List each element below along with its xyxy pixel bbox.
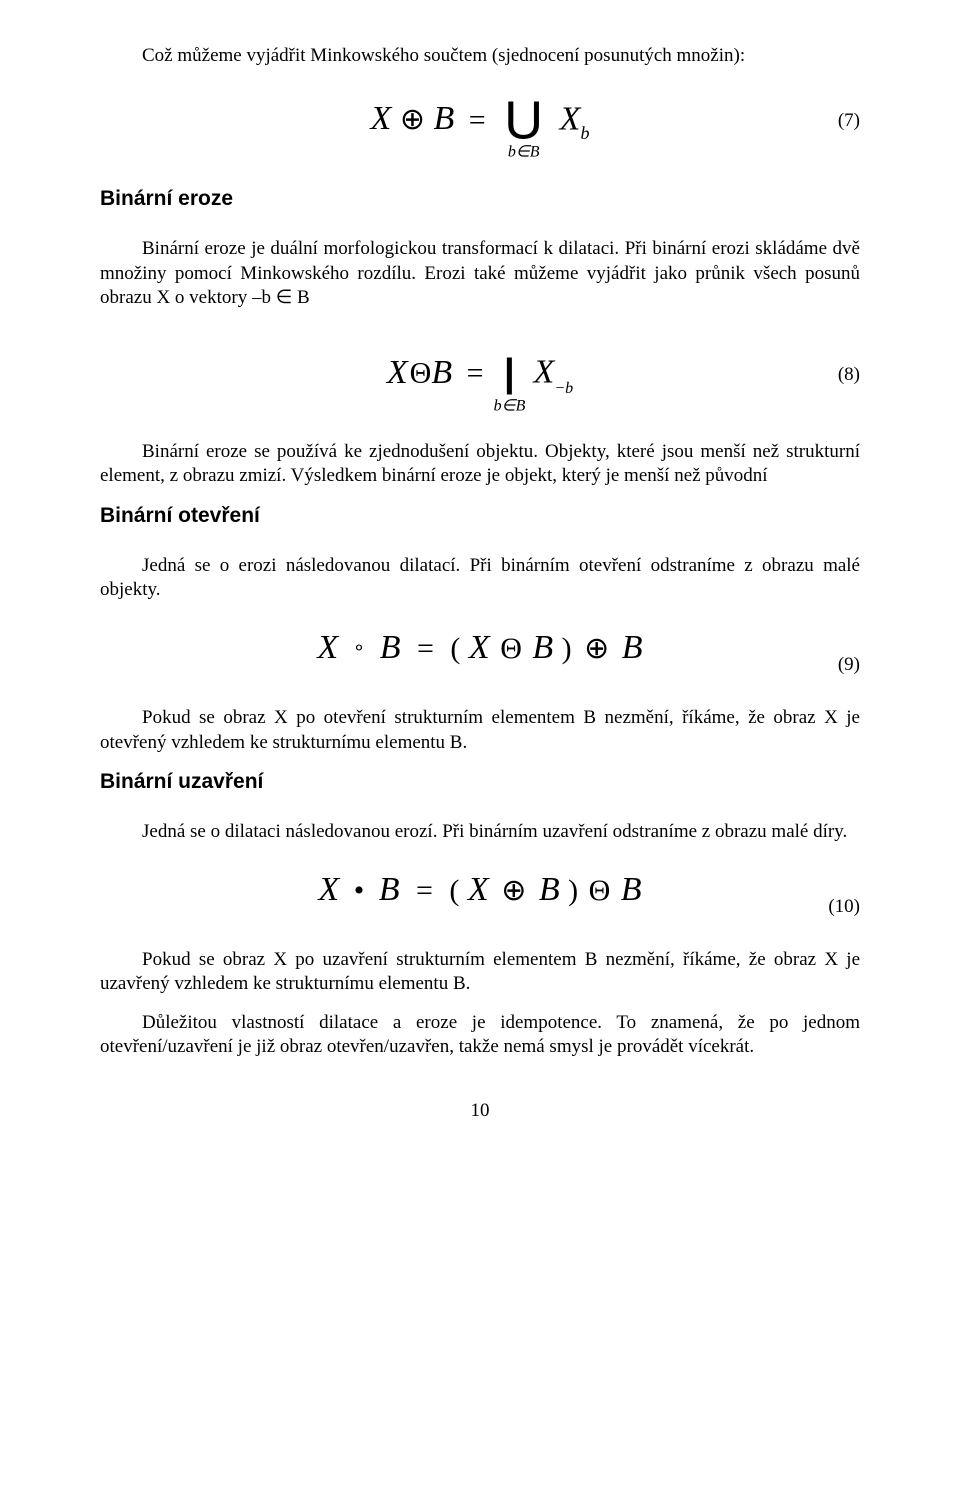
eq10-lp: ( bbox=[449, 874, 459, 907]
eq8-eq: = bbox=[467, 357, 484, 390]
equation-9-math: X ∘ B = ( X Θ B ) ⊕ B bbox=[317, 626, 642, 670]
equation-8: XΘB = I b∈B X−b (8) bbox=[100, 340, 860, 410]
paragraph-opening-2: Pokud se obraz X po otevření strukturním… bbox=[100, 706, 860, 755]
heading-opening: Binární otevření bbox=[100, 503, 860, 530]
eq9-X1: X bbox=[317, 629, 338, 666]
eq9-theta: Θ bbox=[500, 632, 522, 665]
eq8-Xr: X bbox=[534, 354, 555, 391]
eq7-bigop-sub: b∈B bbox=[508, 143, 540, 163]
eq9-B3: B bbox=[622, 629, 643, 666]
equation-9: X ∘ B = ( X Θ B ) ⊕ B (9) bbox=[100, 620, 860, 676]
paragraph-closing-2: Pokud se obraz X po uzavření strukturním… bbox=[100, 948, 860, 997]
paragraph-intro: Což můžeme vyjádřit Minkowského součtem … bbox=[100, 44, 860, 68]
eq9-rp: ) bbox=[562, 632, 572, 665]
eq9-eq: = bbox=[417, 632, 434, 665]
eq8-B: B bbox=[431, 354, 452, 391]
eq10-oplus: ⊕ bbox=[501, 874, 526, 907]
eq7-X: X bbox=[371, 100, 392, 137]
eq10-B3: B bbox=[621, 871, 642, 908]
ring-icon: ∘ bbox=[353, 637, 366, 659]
eq7-bigop-wrap: U b∈B bbox=[504, 87, 543, 156]
equation-number-7: (7) bbox=[838, 109, 860, 133]
eq7-B: B bbox=[433, 100, 454, 137]
eq9-oplus: ⊕ bbox=[584, 632, 609, 665]
eq9-lp: ( bbox=[450, 632, 460, 665]
paragraph-erosion: Binární eroze je duální morfologickou tr… bbox=[100, 237, 860, 310]
equation-number-10: (10) bbox=[828, 895, 860, 919]
eq8-theta: Θ bbox=[410, 357, 432, 390]
equation-10: X • B = ( X ⊕ B ) Θ B (10) bbox=[100, 862, 860, 918]
equation-number-9: (9) bbox=[838, 653, 860, 677]
equation-7: X ⊕ B = U b∈B Xb (7) bbox=[100, 86, 860, 156]
eq10-X1: X bbox=[318, 871, 339, 908]
eq9-B2: B bbox=[532, 629, 553, 666]
bullet-icon: • bbox=[354, 874, 365, 907]
eq10-X2: X bbox=[468, 871, 489, 908]
eq10-B1: B bbox=[379, 871, 400, 908]
paragraph-idempotence: Důležitou vlastností dilatace a eroze je… bbox=[100, 1011, 860, 1060]
eq8-sub: −b bbox=[554, 380, 573, 397]
eq10-rp: ) bbox=[568, 874, 578, 907]
eq9-X2: X bbox=[469, 629, 490, 666]
page-number: 10 bbox=[100, 1099, 860, 1123]
paragraph-opening: Jedná se o erozi následovanou dilatací. … bbox=[100, 554, 860, 603]
paragraph-erosion-2: Binární eroze se používá ke zjednodušení… bbox=[100, 440, 860, 489]
eq10-B2: B bbox=[539, 871, 560, 908]
page: Což můžeme vyjádřit Minkowského součtem … bbox=[0, 0, 960, 1509]
eq7-sub: b bbox=[580, 123, 589, 143]
equation-10-math: X • B = ( X ⊕ B ) Θ B bbox=[318, 868, 641, 912]
eq10-eq: = bbox=[416, 874, 433, 907]
union-icon: U bbox=[504, 91, 543, 151]
eq10-theta: Θ bbox=[589, 874, 611, 907]
eq7-oplus: ⊕ bbox=[400, 103, 425, 136]
paragraph-closing: Jedná se o dilataci následovanou erozí. … bbox=[100, 820, 860, 844]
eq7-Xr: X bbox=[560, 100, 581, 137]
equation-number-8: (8) bbox=[838, 363, 860, 387]
eq7-eq: = bbox=[469, 103, 486, 136]
eq9-B1: B bbox=[380, 629, 401, 666]
eq8-bigop-sub: b∈B bbox=[494, 397, 526, 417]
heading-closing: Binární uzavření bbox=[100, 769, 860, 796]
eq8-X: X bbox=[387, 354, 408, 391]
heading-erosion: Binární eroze bbox=[100, 186, 860, 213]
equation-8-math: XΘB = I b∈B X−b bbox=[387, 341, 573, 410]
eq8-bigop-wrap: I b∈B bbox=[502, 341, 517, 410]
equation-7-math: X ⊕ B = U b∈B Xb bbox=[371, 87, 590, 156]
